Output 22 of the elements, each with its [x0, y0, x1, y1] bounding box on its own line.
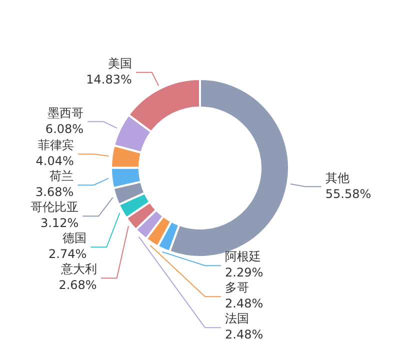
- slice-label: 法国: [225, 312, 249, 326]
- slice-label: 荷兰: [50, 169, 74, 184]
- slice-label: 美国: [108, 56, 132, 71]
- slice-label: 其他: [325, 170, 350, 185]
- slice-label: 哥伦比亚: [30, 200, 79, 214]
- slice-label: 意大利: [60, 262, 97, 276]
- slice-label: 德国: [62, 231, 87, 246]
- slice-label: 菲律宾: [38, 138, 74, 152]
- data-label: 2.48%: [225, 296, 264, 311]
- slice-label: 多哥: [225, 280, 249, 295]
- slice-label: 墨西哥: [48, 106, 84, 120]
- data-label: 3.68%: [36, 185, 74, 200]
- data-label: 4.04%: [36, 154, 74, 168]
- data-label: 14.83%: [86, 72, 132, 87]
- data-label: 6.08%: [45, 122, 84, 136]
- data-label: 55.58%: [325, 186, 372, 201]
- slice-label: 阿根廷: [225, 250, 261, 264]
- data-label: 2.29%: [225, 266, 264, 280]
- data-label: 2.48%: [225, 328, 264, 342]
- data-label: 2.68%: [58, 278, 97, 292]
- data-label: 2.74%: [48, 247, 87, 262]
- data-label: 3.12%: [40, 216, 79, 230]
